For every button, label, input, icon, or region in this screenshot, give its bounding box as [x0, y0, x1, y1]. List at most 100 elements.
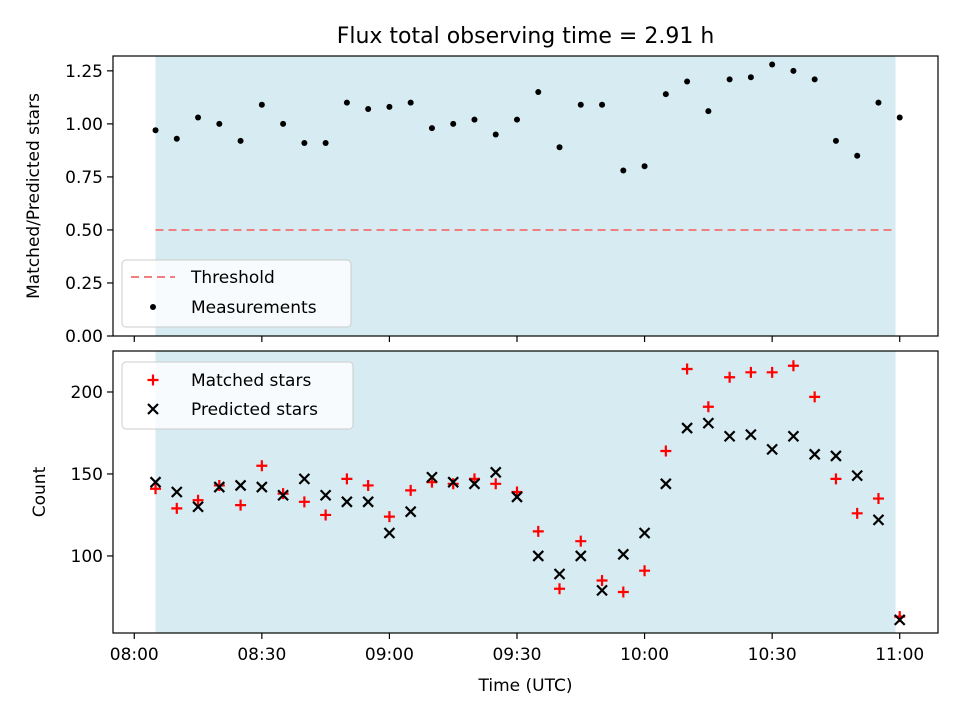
- predicted-star-point: [617, 548, 630, 561]
- matched-star-point: [171, 502, 183, 514]
- predicted-star-point: [256, 481, 268, 493]
- matched-star-point: [532, 525, 544, 537]
- predicted-star-point: [766, 443, 778, 456]
- measurement-point: [896, 114, 903, 121]
- matched-star-point: [447, 478, 459, 490]
- predicted-star-point: [660, 478, 672, 490]
- y-tick-label: 0.00: [65, 327, 103, 347]
- x-tick-label: 11:00: [875, 645, 924, 665]
- matched-legend-swatch: [147, 374, 159, 386]
- matched-star-point: [320, 509, 332, 521]
- measurement-point: [620, 167, 627, 174]
- matched-star-point: [575, 535, 587, 547]
- measurement-point: [747, 74, 754, 81]
- matched-star-point: [702, 401, 714, 413]
- measurement-point: [513, 116, 520, 123]
- measurement-point: [280, 120, 287, 127]
- predicted-star-point: [277, 489, 289, 502]
- matched-star-point: [383, 511, 395, 523]
- predicted-star-point: [468, 478, 481, 490]
- measurement-point: [577, 101, 584, 108]
- predicted-legend-label: Predicted stars: [191, 400, 318, 420]
- measurement-point: [386, 103, 393, 110]
- matched-star-point: [745, 366, 757, 378]
- predicted-star-point: [638, 527, 651, 539]
- matched-star-point: [150, 483, 162, 495]
- matched-star-point: [787, 360, 799, 372]
- matched-star-point: [617, 586, 629, 598]
- predicted-star-point: [171, 486, 183, 498]
- predicted-star-point: [404, 505, 417, 518]
- measurement-point: [641, 163, 648, 170]
- x-tick-label: 08:30: [237, 645, 286, 665]
- x-axis-label: Time (UTC): [478, 676, 573, 696]
- predicted-star-point: [234, 479, 247, 492]
- predicted-star-point: [702, 417, 715, 429]
- predicted-star-point: [787, 430, 800, 443]
- measurement-point: [450, 120, 457, 127]
- y-tick-label: 1.00: [65, 115, 103, 135]
- measurement-point: [216, 120, 223, 127]
- predicted-star-point: [447, 476, 459, 488]
- measurement-point: [365, 106, 372, 113]
- measurement-point: [195, 114, 202, 121]
- measurement-point: [811, 76, 818, 83]
- y-axis-label-ratio: Matched/Predicted stars: [24, 93, 44, 299]
- predicted-star-point: [532, 550, 545, 562]
- measurement-point: [492, 131, 499, 138]
- measurement-point: [726, 76, 733, 83]
- matched-star-point: [554, 583, 566, 595]
- measurement-point: [790, 67, 797, 74]
- measurement-point: [428, 125, 435, 132]
- count-panel: 100 150 200 08:00 08:30 09:00 09:30 10:00 10:30 1…: [71, 350, 939, 665]
- y-tick-label: 0.75: [65, 168, 103, 188]
- chart-title: Flux total observing time = 2.91 h: [337, 24, 715, 49]
- ratio-legend: Threshold Measurements: [121, 259, 352, 328]
- measurement-point: [875, 99, 882, 106]
- matched-star-point: [872, 493, 884, 505]
- measurement-point: [705, 108, 712, 115]
- matched-star-point: [298, 496, 310, 508]
- predicted-star-point: [298, 473, 311, 485]
- plot-layer: 0.00 0.25 0.50 0.75 1.00 1.25 Threshold Measure…: [65, 55, 939, 665]
- measurement-point: [322, 139, 329, 146]
- measurements-legend-swatch: [150, 304, 156, 310]
- matched-star-point: [235, 499, 247, 511]
- predicted-star-point: [830, 450, 842, 462]
- threshold-legend-label: Threshold: [190, 268, 275, 288]
- measurement-point: [832, 137, 839, 144]
- x-tick-label: 10:00: [620, 645, 669, 665]
- y-tick-label: 0.25: [65, 274, 103, 294]
- predicted-star-point: [681, 422, 693, 434]
- x-tick-label: 09:00: [365, 645, 414, 665]
- count-legend: Matched stars Predicted stars: [121, 361, 354, 430]
- measurement-point: [152, 127, 159, 134]
- measurement-point: [407, 99, 414, 106]
- x-tick-label: 10:30: [748, 645, 797, 665]
- matched-star-point: [405, 484, 417, 496]
- measurement-point: [343, 99, 350, 106]
- measurement-point: [556, 144, 563, 151]
- predicted-star-point: [808, 448, 821, 461]
- predicted-star-point: [341, 496, 353, 508]
- matched-star-point: [681, 363, 693, 375]
- predicted-star-point: [553, 568, 566, 580]
- predicted-star-point: [213, 481, 226, 493]
- measurement-point: [471, 116, 478, 123]
- matched-star-point: [362, 479, 374, 491]
- measurement-point: [258, 101, 265, 108]
- matched-star-point: [830, 473, 842, 485]
- measurement-point: [301, 139, 308, 146]
- matched-star-point: [851, 507, 863, 519]
- matched-star-point: [724, 371, 736, 383]
- predicted-star-point: [511, 491, 523, 503]
- measurement-point: [237, 137, 244, 144]
- matched-star-point: [639, 565, 651, 577]
- predicted-star-point: [383, 527, 396, 539]
- matched-star-point: [277, 488, 289, 500]
- ratio-panel: 0.00 0.25 0.50 0.75 1.00 1.25 Threshold Measure…: [65, 55, 939, 347]
- matched-legend-label: Matched stars: [191, 371, 311, 391]
- measurement-point: [599, 101, 606, 108]
